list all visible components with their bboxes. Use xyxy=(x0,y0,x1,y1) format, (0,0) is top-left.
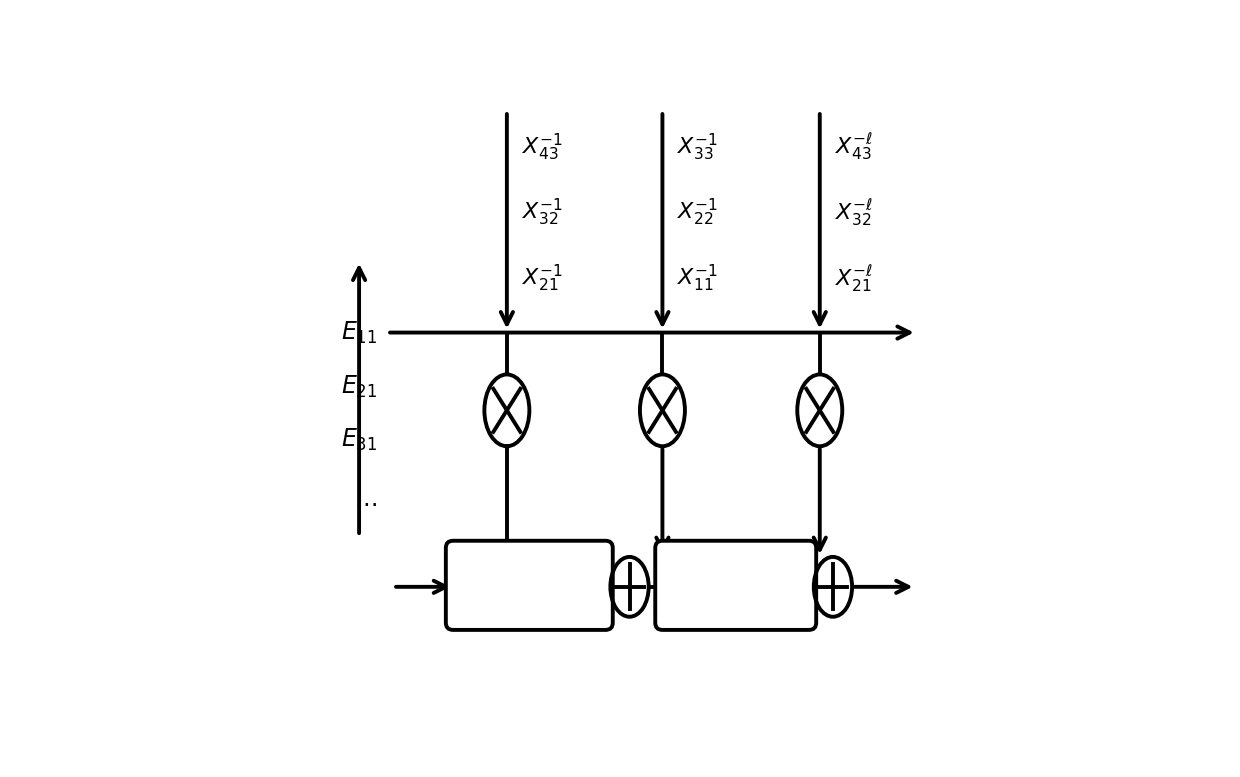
Text: $X_{43}^{-1}$: $X_{43}^{-1}$ xyxy=(522,131,563,162)
Text: $E_{21}$: $E_{21}$ xyxy=(341,373,377,399)
Text: $E_{11}$: $E_{11}$ xyxy=(341,319,377,346)
Text: $X_{21}^{-1}$: $X_{21}^{-1}$ xyxy=(522,263,563,294)
Text: $X_{33}^{-1}$: $X_{33}^{-1}$ xyxy=(677,131,718,162)
Text: $X_{32}^{-1}$: $X_{32}^{-1}$ xyxy=(522,197,563,228)
Text: $X_{32}^{-\ell}$: $X_{32}^{-\ell}$ xyxy=(835,197,873,228)
Text: $\cdots$: $\cdots$ xyxy=(355,491,377,515)
Text: $E_{31}$: $E_{31}$ xyxy=(341,427,377,453)
Text: $X_{43}^{-\ell}$: $X_{43}^{-\ell}$ xyxy=(835,132,873,162)
FancyBboxPatch shape xyxy=(655,541,816,630)
Text: $X_{21}^{-\ell}$: $X_{21}^{-\ell}$ xyxy=(835,263,873,294)
Text: $X_{22}^{-1}$: $X_{22}^{-1}$ xyxy=(677,197,718,228)
FancyBboxPatch shape xyxy=(446,541,613,630)
Text: $X_{11}^{-1}$: $X_{11}^{-1}$ xyxy=(677,263,718,294)
